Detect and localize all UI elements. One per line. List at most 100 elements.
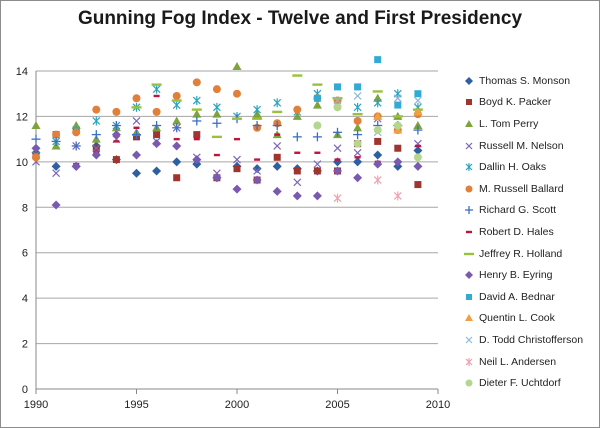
data-point <box>232 61 242 70</box>
data-point <box>413 96 422 105</box>
legend-label: Henry B. Eyring <box>479 269 553 282</box>
data-point <box>233 165 241 173</box>
data-point <box>133 126 140 129</box>
legend-item: Jeffrey R. Holland <box>464 243 596 265</box>
legend-item: Richard G. Scott <box>464 200 596 222</box>
data-point <box>152 121 162 131</box>
legend-marker-dash <box>464 227 474 237</box>
legend-item: D. Todd Christofferson <box>464 329 596 351</box>
data-point <box>312 132 322 142</box>
data-point <box>313 94 321 102</box>
legend-label: Dallin H. Oaks <box>479 161 547 174</box>
data-point <box>312 100 322 109</box>
data-point <box>132 130 141 140</box>
legend-label: Dieter F. Uchtdorf <box>479 377 561 390</box>
series-richard-g-scott <box>31 114 423 151</box>
legend-label: Russell M. Nelson <box>479 139 564 152</box>
data-point <box>233 89 241 98</box>
data-point <box>373 126 382 135</box>
data-point <box>112 107 121 116</box>
data-point <box>253 167 262 175</box>
data-point <box>353 173 363 183</box>
y-tick-label: 8 <box>22 202 28 214</box>
data-point <box>132 117 141 125</box>
data-point <box>31 143 41 153</box>
legend-label: M. Russell Ballard <box>479 182 564 195</box>
data-point <box>272 161 282 171</box>
data-point <box>353 92 362 100</box>
data-point <box>272 186 282 196</box>
data-point <box>353 130 363 140</box>
data-point <box>413 107 423 116</box>
legend-item: Henry B. Eyring <box>464 264 596 286</box>
chart-title: Gunning Fog Index - Twelve and First Pre… <box>77 8 523 29</box>
legend-item: L. Tom Perry <box>464 113 596 135</box>
y-tick-label: 6 <box>22 248 28 260</box>
legend-item: Robert D. Hales <box>464 221 596 243</box>
x-tick-label: 2005 <box>325 399 349 411</box>
data-point <box>413 125 423 135</box>
legend-label: Robert D. Hales <box>479 225 554 238</box>
data-point <box>233 155 241 164</box>
series-quentin-l-cook <box>373 107 423 134</box>
y-tick-label: 10 <box>16 157 28 169</box>
data-point <box>212 85 221 94</box>
data-point <box>272 110 283 114</box>
data-point <box>353 148 362 157</box>
y-tick-label: 2 <box>22 339 28 351</box>
y-tick-label: 4 <box>22 293 28 305</box>
legend-label: David A. Bednar <box>479 290 555 303</box>
data-point <box>172 116 182 125</box>
data-point <box>372 90 383 93</box>
data-point <box>252 164 262 174</box>
legend-label: L. Tom Perry <box>479 117 539 130</box>
data-point <box>353 139 362 148</box>
data-point <box>152 139 162 149</box>
data-point <box>31 121 41 130</box>
legend-label: Boyd K. Packer <box>479 96 552 109</box>
data-point <box>313 121 322 130</box>
data-point <box>193 137 200 141</box>
data-point <box>312 83 323 86</box>
legend-marker-triangle <box>464 119 474 129</box>
data-point <box>354 83 362 91</box>
legend-marker-star <box>464 357 474 367</box>
data-point <box>313 160 322 169</box>
data-point <box>273 153 281 161</box>
legend-item: David A. Bednar <box>464 286 596 308</box>
legend-item: M. Russell Ballard <box>464 178 596 200</box>
data-point <box>193 131 201 139</box>
data-point <box>152 107 161 116</box>
legend-marker-circle <box>464 378 474 388</box>
data-point <box>332 97 343 100</box>
data-point <box>152 166 162 176</box>
data-point <box>91 130 101 140</box>
data-point <box>253 105 262 115</box>
data-point <box>353 157 363 167</box>
data-point <box>213 153 220 157</box>
data-point <box>413 153 422 162</box>
data-point <box>192 78 201 87</box>
data-point <box>173 174 181 182</box>
series-robert-d-hales <box>73 94 421 166</box>
data-point <box>373 98 382 108</box>
x-tick-label: 1995 <box>124 399 148 411</box>
data-point <box>171 99 182 102</box>
data-point <box>373 175 382 185</box>
legend-label: Richard G. Scott <box>479 204 557 217</box>
data-point <box>212 173 222 183</box>
data-point <box>191 108 202 111</box>
data-point <box>72 128 81 137</box>
legend-marker-diamond <box>464 76 474 86</box>
data-point <box>192 155 202 165</box>
legend-item: Boyd K. Packer <box>464 92 596 114</box>
data-point <box>153 131 161 139</box>
data-point <box>92 105 101 114</box>
series-neil-l-andersen <box>333 175 402 203</box>
data-point <box>413 161 423 171</box>
data-point <box>252 121 262 131</box>
x-tick-label: 2000 <box>225 399 249 411</box>
data-point <box>232 184 242 194</box>
data-point <box>354 156 361 159</box>
